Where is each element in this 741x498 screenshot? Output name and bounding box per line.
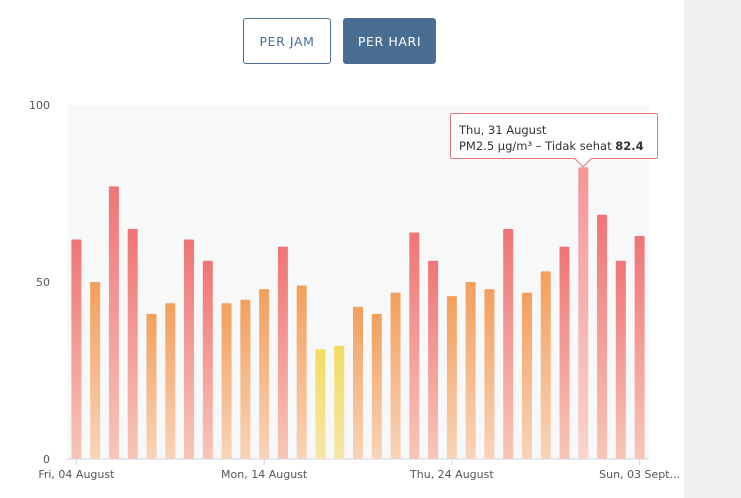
bar[interactable] [597,214,608,459]
y-tick-label: 50 [36,276,50,289]
bar[interactable] [127,228,138,459]
x-tick-label: Fri, 04 August [38,468,115,481]
y-tick-label: 100 [29,99,50,112]
bar[interactable] [484,289,495,459]
bar[interactable] [165,303,176,459]
right-gutter [684,0,741,498]
bar[interactable] [296,285,307,459]
bar[interactable] [615,260,626,459]
pm25-daily-bar-chart: 0 50 100 Fri, 04 August Mon, 14 August Thu, … [29,99,681,481]
tooltip-line: PM2.5 µg/m³ – Tidak sehat 82.4 [459,138,649,154]
bar[interactable] [108,186,119,460]
bar[interactable] [446,296,457,459]
bar[interactable] [521,292,532,459]
tooltip-date: Thu, 31 August [459,123,547,137]
bar[interactable] [240,299,251,459]
bar[interactable] [146,313,157,459]
bar[interactable] [90,282,101,459]
bar[interactable] [540,271,551,459]
bar[interactable] [503,228,514,459]
tooltip-value: 82.4 [615,139,644,153]
per-hari-button[interactable]: PER HARI [343,18,436,64]
bar[interactable] [334,345,345,459]
bar[interactable] [371,313,382,459]
bar[interactable] [277,246,288,459]
tooltip: Thu, 31 August PM2.5 µg/m³ – Tidak sehat… [450,113,658,168]
bar[interactable] [184,239,195,459]
x-axis: Fri, 04 August Mon, 14 August Thu, 24 Augu… [38,459,680,481]
per-jam-button[interactable]: PER JAM [243,18,331,64]
bars-group [71,167,645,460]
bar[interactable] [578,167,589,459]
bar[interactable] [634,235,645,459]
bar[interactable] [71,239,82,459]
bar[interactable] [559,246,570,459]
bar[interactable] [202,260,213,459]
x-tick-label: Mon, 14 August [221,468,308,481]
bar[interactable] [465,282,476,459]
bar[interactable] [428,260,439,459]
bar[interactable] [353,306,363,459]
x-tick-label: Sun, 03 Sept... [599,468,680,481]
bar[interactable] [409,232,420,459]
bar[interactable] [390,292,401,459]
y-tick-label: 0 [43,453,50,466]
x-tick-label: Thu, 24 August [409,468,494,481]
tooltip-label: PM2.5 µg/m³ – Tidak sehat [459,139,612,153]
bar[interactable] [259,289,270,459]
bar[interactable] [315,349,326,459]
bar[interactable] [221,303,232,459]
y-axis: 0 50 100 [29,99,50,466]
